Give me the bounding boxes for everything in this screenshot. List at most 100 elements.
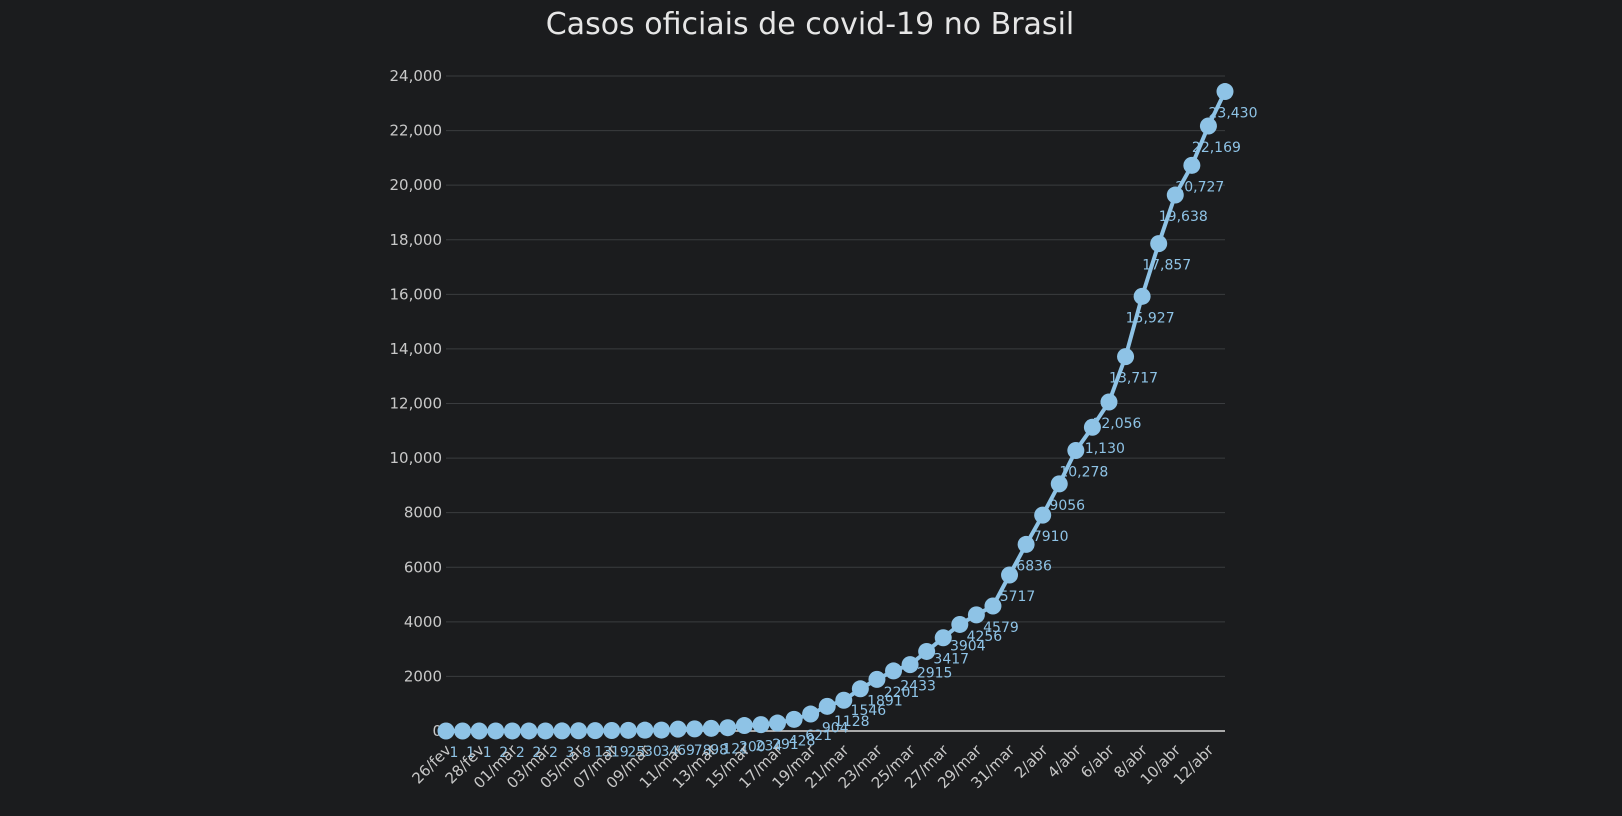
data-label: 5717: [1000, 589, 1036, 605]
x-tick-label: 6/abr: [1077, 741, 1118, 782]
y-tick-label: 4000: [404, 613, 442, 631]
data-point: [967, 606, 985, 624]
data-label: 428: [789, 733, 816, 749]
data-point: [768, 714, 786, 732]
y-tick-label: 14,000: [390, 340, 443, 358]
data-label: 7910: [1033, 529, 1069, 545]
data-point: [851, 680, 869, 698]
data-label: 2915: [917, 665, 953, 681]
data-point: [636, 721, 654, 739]
data-label: 13: [594, 745, 612, 761]
data-point: [1216, 83, 1234, 101]
data-label: 78: [694, 743, 712, 759]
y-tick-label: 12,000: [390, 395, 443, 413]
data-label: 22,169: [1192, 140, 1241, 156]
data-point: [570, 722, 588, 740]
data-point: [702, 719, 720, 737]
data-point: [669, 720, 687, 738]
y-tick-label: 2000: [404, 667, 442, 685]
data-label: 11,130: [1076, 441, 1125, 457]
data-point: [437, 722, 455, 740]
data-point: [686, 720, 704, 738]
data-point: [520, 722, 538, 740]
data-label: 121: [722, 742, 749, 758]
data-label: 3904: [950, 638, 986, 654]
data-label: 15,927: [1126, 310, 1175, 326]
data-label: 1: [450, 745, 459, 761]
y-tick-label: 10,000: [390, 449, 443, 467]
data-point: [603, 721, 621, 739]
data-label: 10,278: [1059, 464, 1108, 480]
y-tick-label: 24,000: [390, 67, 443, 85]
y-tick-label: 0: [432, 722, 442, 740]
data-point: [918, 642, 936, 660]
data-point: [619, 721, 637, 739]
data-point: [1133, 287, 1151, 305]
data-label: 30: [644, 744, 662, 760]
data-point: [470, 722, 488, 740]
data-label: 2201: [884, 685, 920, 701]
y-tick-label: 8000: [404, 504, 442, 522]
x-tick-label: 4/abr: [1044, 741, 1085, 782]
data-point: [802, 705, 820, 723]
y-tick-label: 16,000: [390, 285, 443, 303]
data-label: 8: [582, 745, 591, 761]
data-label: 25: [627, 744, 645, 760]
data-label: 3: [566, 745, 575, 761]
data-point: [1034, 506, 1052, 524]
data-label: 4579: [983, 620, 1019, 636]
data-label: 621: [805, 728, 832, 744]
data-label: 1: [466, 745, 475, 761]
data-label: 1891: [867, 693, 903, 709]
data-point: [586, 722, 604, 740]
data-point: [735, 717, 753, 735]
data-point: [1183, 156, 1201, 174]
data-point: [785, 710, 803, 728]
data-point: [719, 719, 737, 737]
data-point: [1166, 186, 1184, 204]
data-point: [934, 629, 952, 647]
data-point: [503, 722, 521, 740]
data-point: [1150, 235, 1168, 253]
data-label: 234: [756, 739, 783, 755]
data-label: 1128: [834, 714, 870, 730]
data-label: 3417: [933, 652, 969, 668]
data-label: 904: [822, 720, 849, 736]
x-tick-label: 2/abr: [1011, 741, 1052, 782]
data-label: 200: [739, 740, 766, 756]
data-point: [1050, 475, 1068, 493]
data-label: 23,430: [1209, 106, 1258, 122]
data-label: 4256: [967, 629, 1003, 645]
data-label: 2: [532, 745, 541, 761]
data-label: 9056: [1049, 498, 1085, 514]
data-label: 17,857: [1142, 258, 1191, 274]
y-tick-label: 6000: [404, 558, 442, 576]
y-tick-label: 18,000: [390, 231, 443, 249]
y-tick-label: 20,000: [390, 176, 443, 194]
data-label: 34: [661, 744, 679, 760]
data-label: 2: [499, 745, 508, 761]
data-label: 69: [677, 743, 695, 759]
data-label: 1: [483, 745, 492, 761]
data-label: 13,717: [1109, 371, 1158, 387]
data-point: [1100, 393, 1118, 411]
data-label: 20,727: [1175, 179, 1224, 195]
data-label: 12,056: [1092, 416, 1141, 432]
data-label: 19,638: [1159, 209, 1208, 225]
y-tick-label: 22,000: [390, 122, 443, 140]
chart-title: Casos oficiais de covid-19 no Brasil: [546, 7, 1075, 42]
data-point: [868, 670, 886, 688]
data-point: [1017, 535, 1035, 553]
data-point: [951, 615, 969, 633]
data-label: 19: [611, 744, 629, 760]
data-point: [553, 722, 571, 740]
data-label: 2: [549, 745, 558, 761]
data-point: [1001, 566, 1019, 584]
data-point: [454, 722, 472, 740]
data-point: [1067, 441, 1085, 459]
data-point: [901, 656, 919, 674]
data-point: [1117, 348, 1135, 366]
data-point: [818, 697, 836, 715]
